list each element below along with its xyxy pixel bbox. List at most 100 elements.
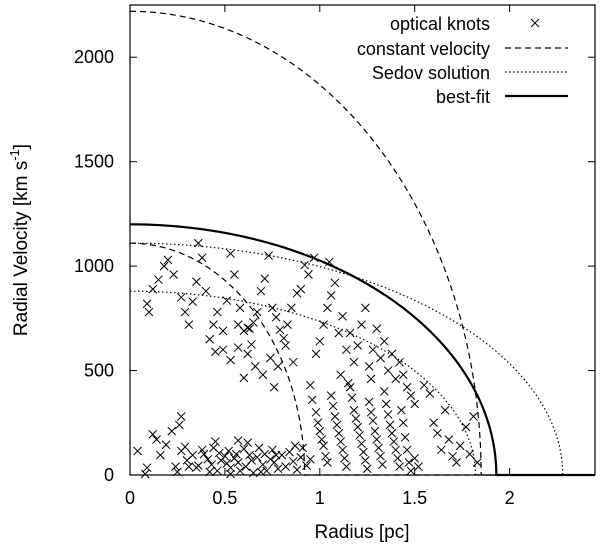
data-point [383,366,393,375]
data-point [404,458,414,467]
x-tick-label: 1.5 [402,488,427,508]
data-point [292,465,302,475]
data-point [218,326,228,336]
legend-label-optical-knots: optical knots [390,14,490,34]
data-point [192,277,201,287]
data-point [357,320,366,329]
y-axis-title-main: Radial Velocity [km s [11,161,32,336]
data-point [281,462,290,471]
data-point [378,460,387,469]
data-point [311,407,321,417]
data-point [252,452,262,462]
data-point [355,430,365,440]
legend-label-best-fit: best-fit [436,87,490,107]
data-point [328,401,338,411]
data-point [288,457,298,466]
data-point [343,378,353,388]
y-tick-label: 0 [104,465,114,485]
data-point [197,253,207,263]
data-point [256,286,266,296]
data-point [321,451,330,461]
data-point [391,445,401,455]
axis-ticks: 0 0.5 1 1.5 2 0 500 1000 1500 2000 [74,5,595,508]
data-point [436,445,446,455]
data-point [273,362,283,371]
data-point [402,445,412,455]
data-point [397,405,406,415]
data-point [419,380,429,390]
y-axis-title-close: ] [11,144,32,149]
data-point [429,418,439,428]
data-point [372,435,382,444]
data-point [326,291,336,300]
data-point [271,312,281,322]
data-point [304,270,313,279]
data-point [176,412,186,421]
data-point [220,451,230,461]
data-point [433,428,442,438]
data-point [402,382,412,392]
data-point [258,370,268,380]
x-tick-label: 2 [505,488,515,508]
data-point [249,318,258,327]
data-point [184,462,194,471]
data-point [323,458,332,467]
data-point [334,428,344,438]
data-point [148,284,158,294]
data-point [366,374,376,384]
data-point [410,399,420,409]
data-point [395,357,404,367]
data-point [330,278,340,288]
data-point [211,347,220,357]
data-point [245,324,254,334]
data-point [425,389,435,398]
data-point [279,333,289,343]
data-point [256,467,266,477]
data-point [201,286,211,296]
data-point [332,420,342,430]
data-point [342,345,351,355]
data-point [260,274,270,283]
data-point [349,405,359,415]
data-point [398,370,408,380]
data-point [264,251,273,261]
data-point [379,387,389,396]
data-point [235,303,245,313]
x-axis-title: Radius [pc] [314,522,409,543]
data-point [305,380,315,390]
data-point [267,303,277,313]
data-point [357,439,366,449]
y-tick-label: 1000 [74,256,114,276]
data-point [233,343,243,352]
model-curve-dashed [129,242,595,476]
data-point [209,320,218,329]
data-point [214,448,224,458]
data-point [188,297,197,306]
data-point [353,341,363,350]
data-point [258,460,268,469]
model-curves [129,10,595,477]
data-point [133,446,142,456]
data-point [226,355,235,365]
data-point [372,324,382,334]
data-point [273,464,283,474]
data-point [275,325,285,335]
data-point [317,435,327,444]
data-point [406,391,416,400]
data-point [180,442,190,452]
data-point [364,362,374,371]
data-point [345,328,355,338]
data-point [353,422,363,432]
model-curve-dotted [129,242,595,476]
data-point [267,445,277,455]
data-point [379,336,389,346]
data-point [142,463,152,473]
model-curve-dashed [129,10,595,476]
data-point [330,412,340,421]
data-point [376,353,385,363]
legend-label-sedov-solution: Sedov solution [372,63,490,83]
data-point [269,382,279,392]
data-point [205,334,215,344]
data-point [249,468,258,478]
